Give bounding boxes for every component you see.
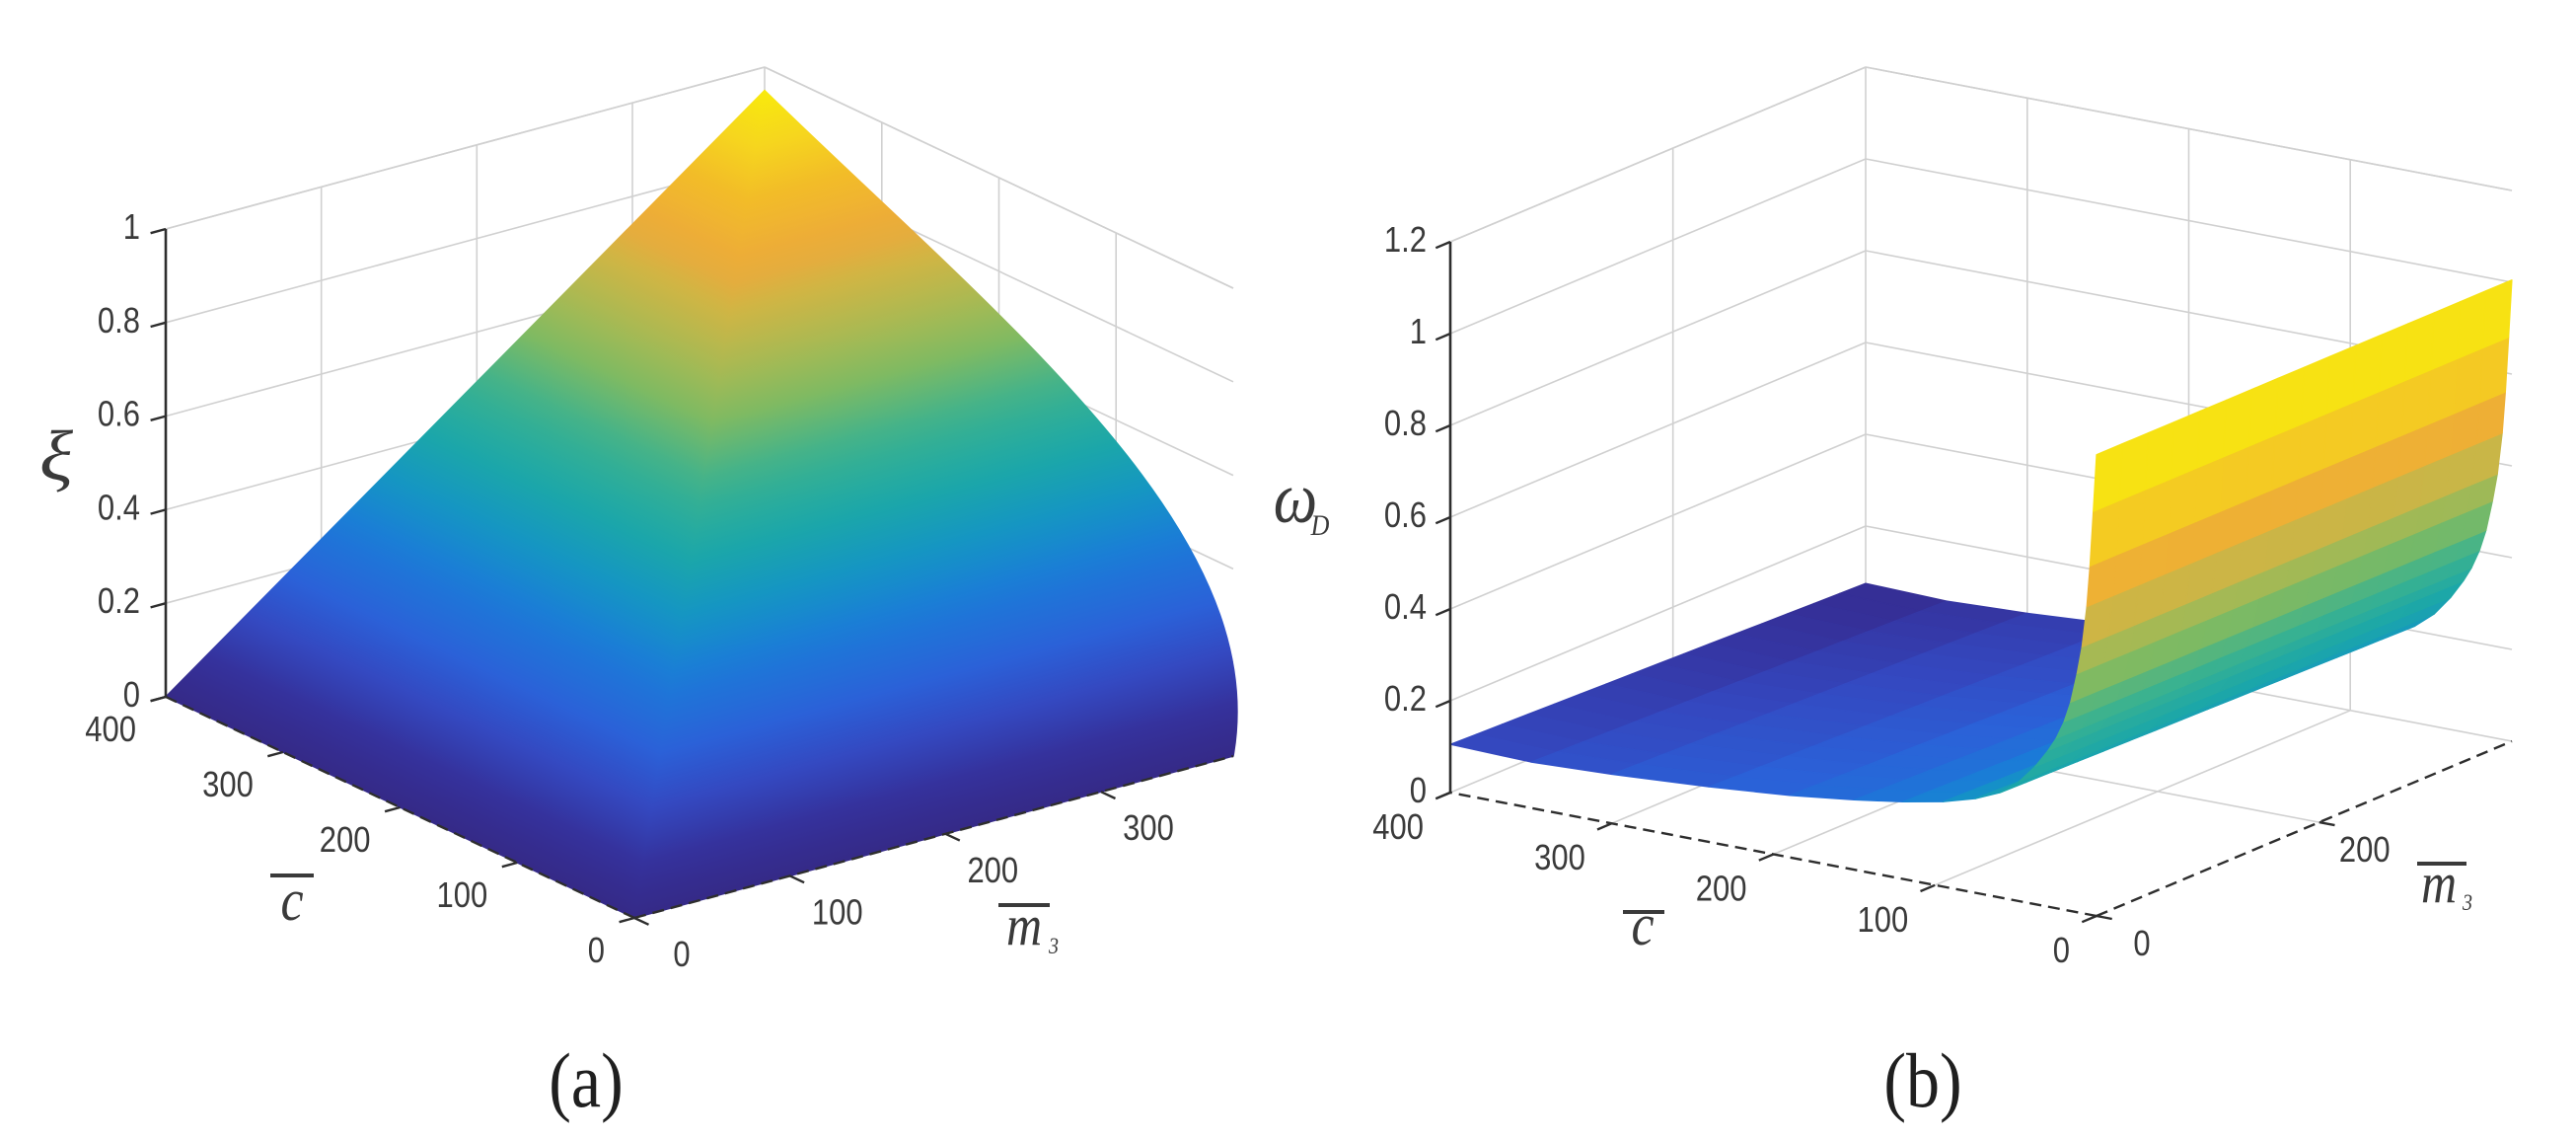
svg-text:0.4: 0.4 <box>1384 588 1427 628</box>
svg-text:100: 100 <box>1858 901 1909 941</box>
svg-text:0.4: 0.4 <box>98 489 140 528</box>
svg-text:0: 0 <box>2053 932 2070 971</box>
svg-text:200: 200 <box>2339 831 2391 871</box>
svg-text:200: 200 <box>1696 870 1747 909</box>
svg-text:(b): (b) <box>1883 1038 1961 1124</box>
svg-text:ω: ω <box>1274 458 1317 538</box>
svg-text:0: 0 <box>1410 772 1427 811</box>
svg-text:0.8: 0.8 <box>1384 405 1427 444</box>
svg-text:100: 100 <box>812 893 863 933</box>
svg-text:0.6: 0.6 <box>98 396 140 435</box>
svg-text:0.6: 0.6 <box>1384 496 1427 536</box>
svg-text:0: 0 <box>588 932 605 971</box>
svg-text:c: c <box>1631 893 1654 958</box>
svg-text:c: c <box>280 869 303 934</box>
svg-text:200: 200 <box>320 821 371 861</box>
svg-text:0.2: 0.2 <box>98 582 140 622</box>
svg-text:3: 3 <box>2462 890 2472 916</box>
svg-text:300: 300 <box>1123 809 1174 849</box>
svg-text:D: D <box>1310 509 1330 542</box>
svg-text:0.8: 0.8 <box>98 302 140 342</box>
svg-text:m: m <box>2421 852 2457 915</box>
svg-text:300: 300 <box>1534 839 1585 878</box>
svg-text:1.2: 1.2 <box>1384 221 1427 261</box>
svg-text:3: 3 <box>1048 934 1059 959</box>
svg-text:0: 0 <box>123 676 140 716</box>
svg-text:ξ: ξ <box>39 418 74 495</box>
svg-text:100: 100 <box>437 876 488 916</box>
svg-text:0: 0 <box>673 936 690 975</box>
svg-text:0.2: 0.2 <box>1384 680 1427 720</box>
svg-text:(a): (a) <box>549 1038 623 1124</box>
svg-text:1: 1 <box>1410 313 1427 352</box>
svg-text:300: 300 <box>202 766 254 805</box>
svg-text:200: 200 <box>967 852 1018 891</box>
svg-text:0: 0 <box>2133 925 2150 964</box>
svg-text:400: 400 <box>85 711 136 750</box>
svg-text:400: 400 <box>1372 808 1424 848</box>
svg-text:1: 1 <box>123 208 140 248</box>
